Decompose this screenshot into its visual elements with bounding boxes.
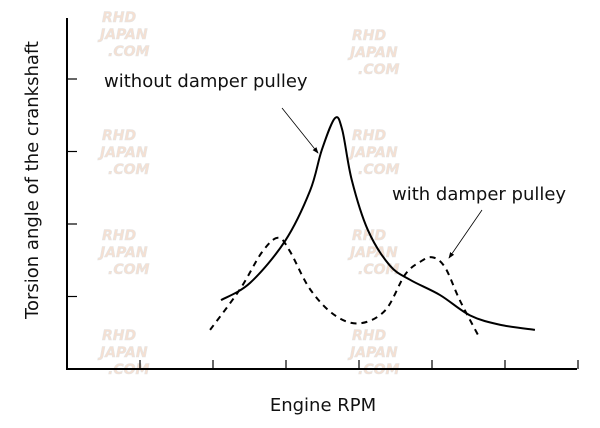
- watermarks: RHDJAPAN.COMRHDJAPAN.COMRHDJAPAN.COMRHDJ…: [97, 10, 400, 379]
- svg-text:RHD: RHD: [352, 28, 386, 44]
- y-axis-label: Torsion angle of the crankshaft: [22, 41, 43, 320]
- svg-text:.COM: .COM: [108, 44, 149, 60]
- series-line-without-damper: [220, 116, 536, 331]
- series-line-with-damper: [209, 236, 479, 336]
- svg-text:JAPAN: JAPAN: [347, 345, 398, 361]
- annotation-with-damper: with damper pulley: [392, 184, 566, 205]
- svg-text:RHD: RHD: [102, 228, 136, 244]
- svg-text:.COM: .COM: [358, 162, 399, 178]
- svg-text:RHD: RHD: [102, 10, 136, 26]
- svg-text:JAPAN: JAPAN: [97, 27, 148, 43]
- x-axis-label: Engine RPM: [270, 395, 376, 416]
- svg-text:.COM: .COM: [108, 162, 149, 178]
- series: [209, 116, 536, 336]
- svg-text:JAPAN: JAPAN: [97, 145, 148, 161]
- annotation-without-damper: without damper pulley: [104, 71, 308, 92]
- ticks: [67, 78, 579, 369]
- svg-text:JAPAN: JAPAN: [97, 245, 148, 261]
- svg-text:RHD: RHD: [352, 228, 386, 244]
- svg-text:RHD: RHD: [352, 328, 386, 344]
- svg-text:.COM: .COM: [108, 262, 149, 278]
- arrow-without-damper: [281, 107, 319, 154]
- svg-text:.COM: .COM: [358, 62, 399, 78]
- svg-text:JAPAN: JAPAN: [347, 245, 398, 261]
- arrow-with-damper: [448, 209, 483, 259]
- svg-text:RHD: RHD: [102, 128, 136, 144]
- svg-text:RHD: RHD: [352, 128, 386, 144]
- svg-text:RHD: RHD: [102, 328, 136, 344]
- svg-text:JAPAN: JAPAN: [347, 45, 398, 61]
- svg-text:JAPAN: JAPAN: [97, 345, 148, 361]
- svg-text:JAPAN: JAPAN: [347, 145, 398, 161]
